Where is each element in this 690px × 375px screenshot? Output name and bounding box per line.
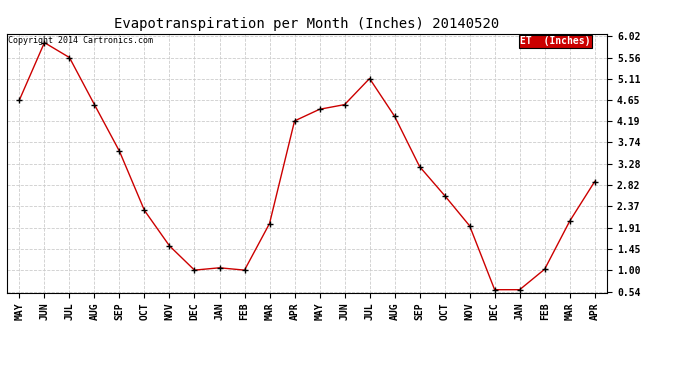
Text: ET  (Inches): ET (Inches): [520, 36, 591, 46]
Text: Copyright 2014 Cartronics.com: Copyright 2014 Cartronics.com: [8, 36, 152, 45]
Title: Evapotranspiration per Month (Inches) 20140520: Evapotranspiration per Month (Inches) 20…: [115, 17, 500, 31]
